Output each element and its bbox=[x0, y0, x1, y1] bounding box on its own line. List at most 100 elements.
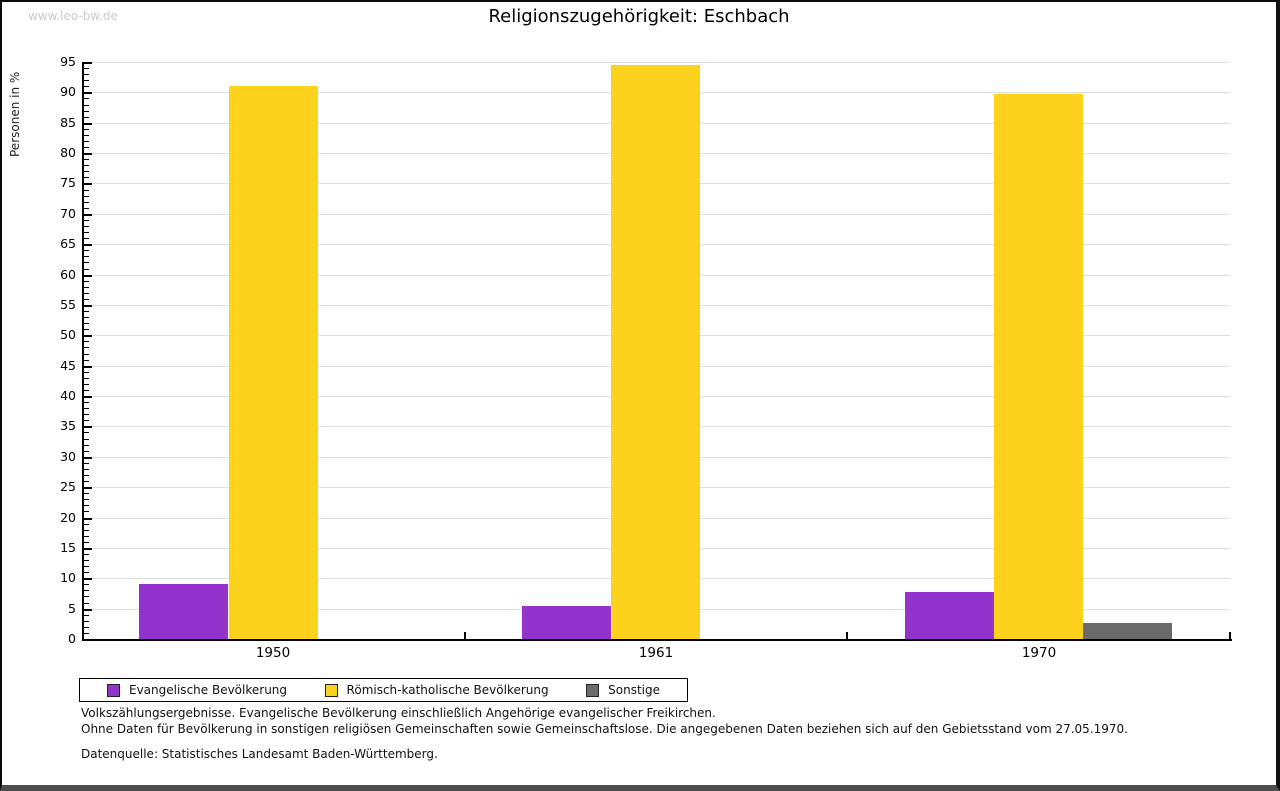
y-major-tick bbox=[84, 487, 92, 489]
x-tick-label: 1970 bbox=[1021, 645, 1057, 661]
y-tick-label: 60 bbox=[60, 267, 76, 282]
y-minor-tick bbox=[84, 475, 89, 476]
y-major-tick bbox=[84, 305, 92, 307]
y-tick-label: 70 bbox=[60, 206, 76, 221]
x-axis-line bbox=[82, 639, 1232, 641]
y-tick-label: 50 bbox=[60, 327, 76, 342]
y-minor-tick bbox=[84, 281, 89, 282]
y-major-tick bbox=[84, 518, 92, 520]
y-minor-tick bbox=[84, 360, 89, 361]
y-major-tick bbox=[84, 426, 92, 428]
y-minor-tick bbox=[84, 372, 89, 373]
y-major-tick bbox=[84, 609, 92, 611]
y-minor-tick bbox=[84, 590, 89, 591]
y-minor-tick bbox=[84, 621, 89, 622]
y-minor-tick bbox=[84, 633, 89, 634]
y-minor-tick bbox=[84, 566, 89, 567]
y-tick-label: 10 bbox=[60, 570, 76, 585]
y-minor-tick bbox=[84, 208, 89, 209]
y-major-tick bbox=[84, 335, 92, 337]
y-minor-tick bbox=[84, 80, 89, 81]
bar-sonstige-1970 bbox=[1083, 623, 1172, 639]
y-tick-label: 30 bbox=[60, 449, 76, 464]
bar-evangelische-bev-lkerung-1961 bbox=[522, 606, 611, 639]
y-minor-tick bbox=[84, 572, 89, 573]
bar-r-misch-katholische-bev-lkerung-1950 bbox=[229, 86, 318, 639]
y-minor-tick bbox=[84, 226, 89, 227]
y-major-tick bbox=[84, 153, 92, 155]
y-major-tick bbox=[84, 214, 92, 216]
y-minor-tick bbox=[84, 603, 89, 604]
y-tick-label: 5 bbox=[68, 601, 76, 616]
y-minor-tick bbox=[84, 463, 89, 464]
y-minor-tick bbox=[84, 262, 89, 263]
y-minor-tick bbox=[84, 135, 89, 136]
y-minor-tick bbox=[84, 329, 89, 330]
footnotes: Volkszählungsergebnisse. Evangelische Be… bbox=[81, 706, 1256, 763]
legend-box: Evangelische Bevölkerung Römisch-katholi… bbox=[79, 678, 688, 702]
y-minor-tick bbox=[84, 560, 89, 561]
y-major-tick bbox=[84, 639, 92, 641]
y-minor-tick bbox=[84, 615, 89, 616]
legend-label-sonstige: Sonstige bbox=[608, 683, 660, 697]
bar-evangelische-bev-lkerung-1970 bbox=[905, 592, 994, 639]
y-minor-tick bbox=[84, 98, 89, 99]
y-minor-tick bbox=[84, 481, 89, 482]
legend-item-sonstige: Sonstige bbox=[586, 683, 660, 697]
y-minor-tick bbox=[84, 68, 89, 69]
y-minor-tick bbox=[84, 341, 89, 342]
legend-swatch-katholische bbox=[324, 683, 338, 697]
grid-line bbox=[83, 62, 1230, 63]
y-minor-tick bbox=[84, 293, 89, 294]
y-minor-tick bbox=[84, 165, 89, 166]
y-minor-tick bbox=[84, 86, 89, 87]
y-major-tick bbox=[84, 457, 92, 459]
y-tick-label: 95 bbox=[60, 54, 76, 69]
y-minor-tick bbox=[84, 524, 89, 525]
y-tick-label: 0 bbox=[68, 631, 76, 646]
legend-item-evangelische: Evangelische Bevölkerung bbox=[107, 683, 287, 697]
y-minor-tick bbox=[84, 74, 89, 75]
y-minor-tick bbox=[84, 147, 89, 148]
y-minor-tick bbox=[84, 105, 89, 106]
y-tick-label: 65 bbox=[60, 236, 76, 251]
y-minor-tick bbox=[84, 493, 89, 494]
y-minor-tick bbox=[84, 439, 89, 440]
y-tick-label: 90 bbox=[60, 84, 76, 99]
y-minor-tick bbox=[84, 311, 89, 312]
y-minor-tick bbox=[84, 159, 89, 160]
x-boundary-tick bbox=[464, 632, 466, 639]
footnote-line-2: Ohne Daten für Bevölkerung in sonstigen … bbox=[81, 721, 1128, 736]
bar-r-misch-katholische-bev-lkerung-1961 bbox=[611, 65, 700, 639]
y-tick-label: 25 bbox=[60, 479, 76, 494]
y-minor-tick bbox=[84, 596, 89, 597]
y-minor-tick bbox=[84, 190, 89, 191]
y-minor-tick bbox=[84, 384, 89, 385]
y-minor-tick bbox=[84, 256, 89, 257]
y-minor-tick bbox=[84, 536, 89, 537]
y-minor-tick bbox=[84, 402, 89, 403]
y-minor-tick bbox=[84, 530, 89, 531]
y-minor-tick bbox=[84, 232, 89, 233]
y-minor-tick bbox=[84, 420, 89, 421]
legend-item-katholische: Römisch-katholische Bevölkerung bbox=[324, 683, 549, 697]
y-minor-tick bbox=[84, 111, 89, 112]
y-minor-tick bbox=[84, 171, 89, 172]
y-tick-label: 15 bbox=[60, 540, 76, 555]
y-tick-label: 40 bbox=[60, 388, 76, 403]
watermark: www.leo-bw.de bbox=[28, 9, 118, 23]
legend-swatch-sonstige bbox=[586, 683, 600, 697]
data-source-note: Datenquelle: Statistisches Landesamt Bad… bbox=[81, 747, 438, 761]
y-minor-tick bbox=[84, 554, 89, 555]
y-tick-label: 35 bbox=[60, 418, 76, 433]
y-major-tick bbox=[84, 578, 92, 580]
y-minor-tick bbox=[84, 445, 89, 446]
legend-swatch-evangelische bbox=[107, 683, 120, 697]
y-minor-tick bbox=[84, 414, 89, 415]
y-tick-label: 75 bbox=[60, 175, 76, 190]
y-minor-tick bbox=[84, 432, 89, 433]
y-major-tick bbox=[84, 366, 92, 368]
y-minor-tick bbox=[84, 354, 89, 355]
y-minor-tick bbox=[84, 505, 89, 506]
